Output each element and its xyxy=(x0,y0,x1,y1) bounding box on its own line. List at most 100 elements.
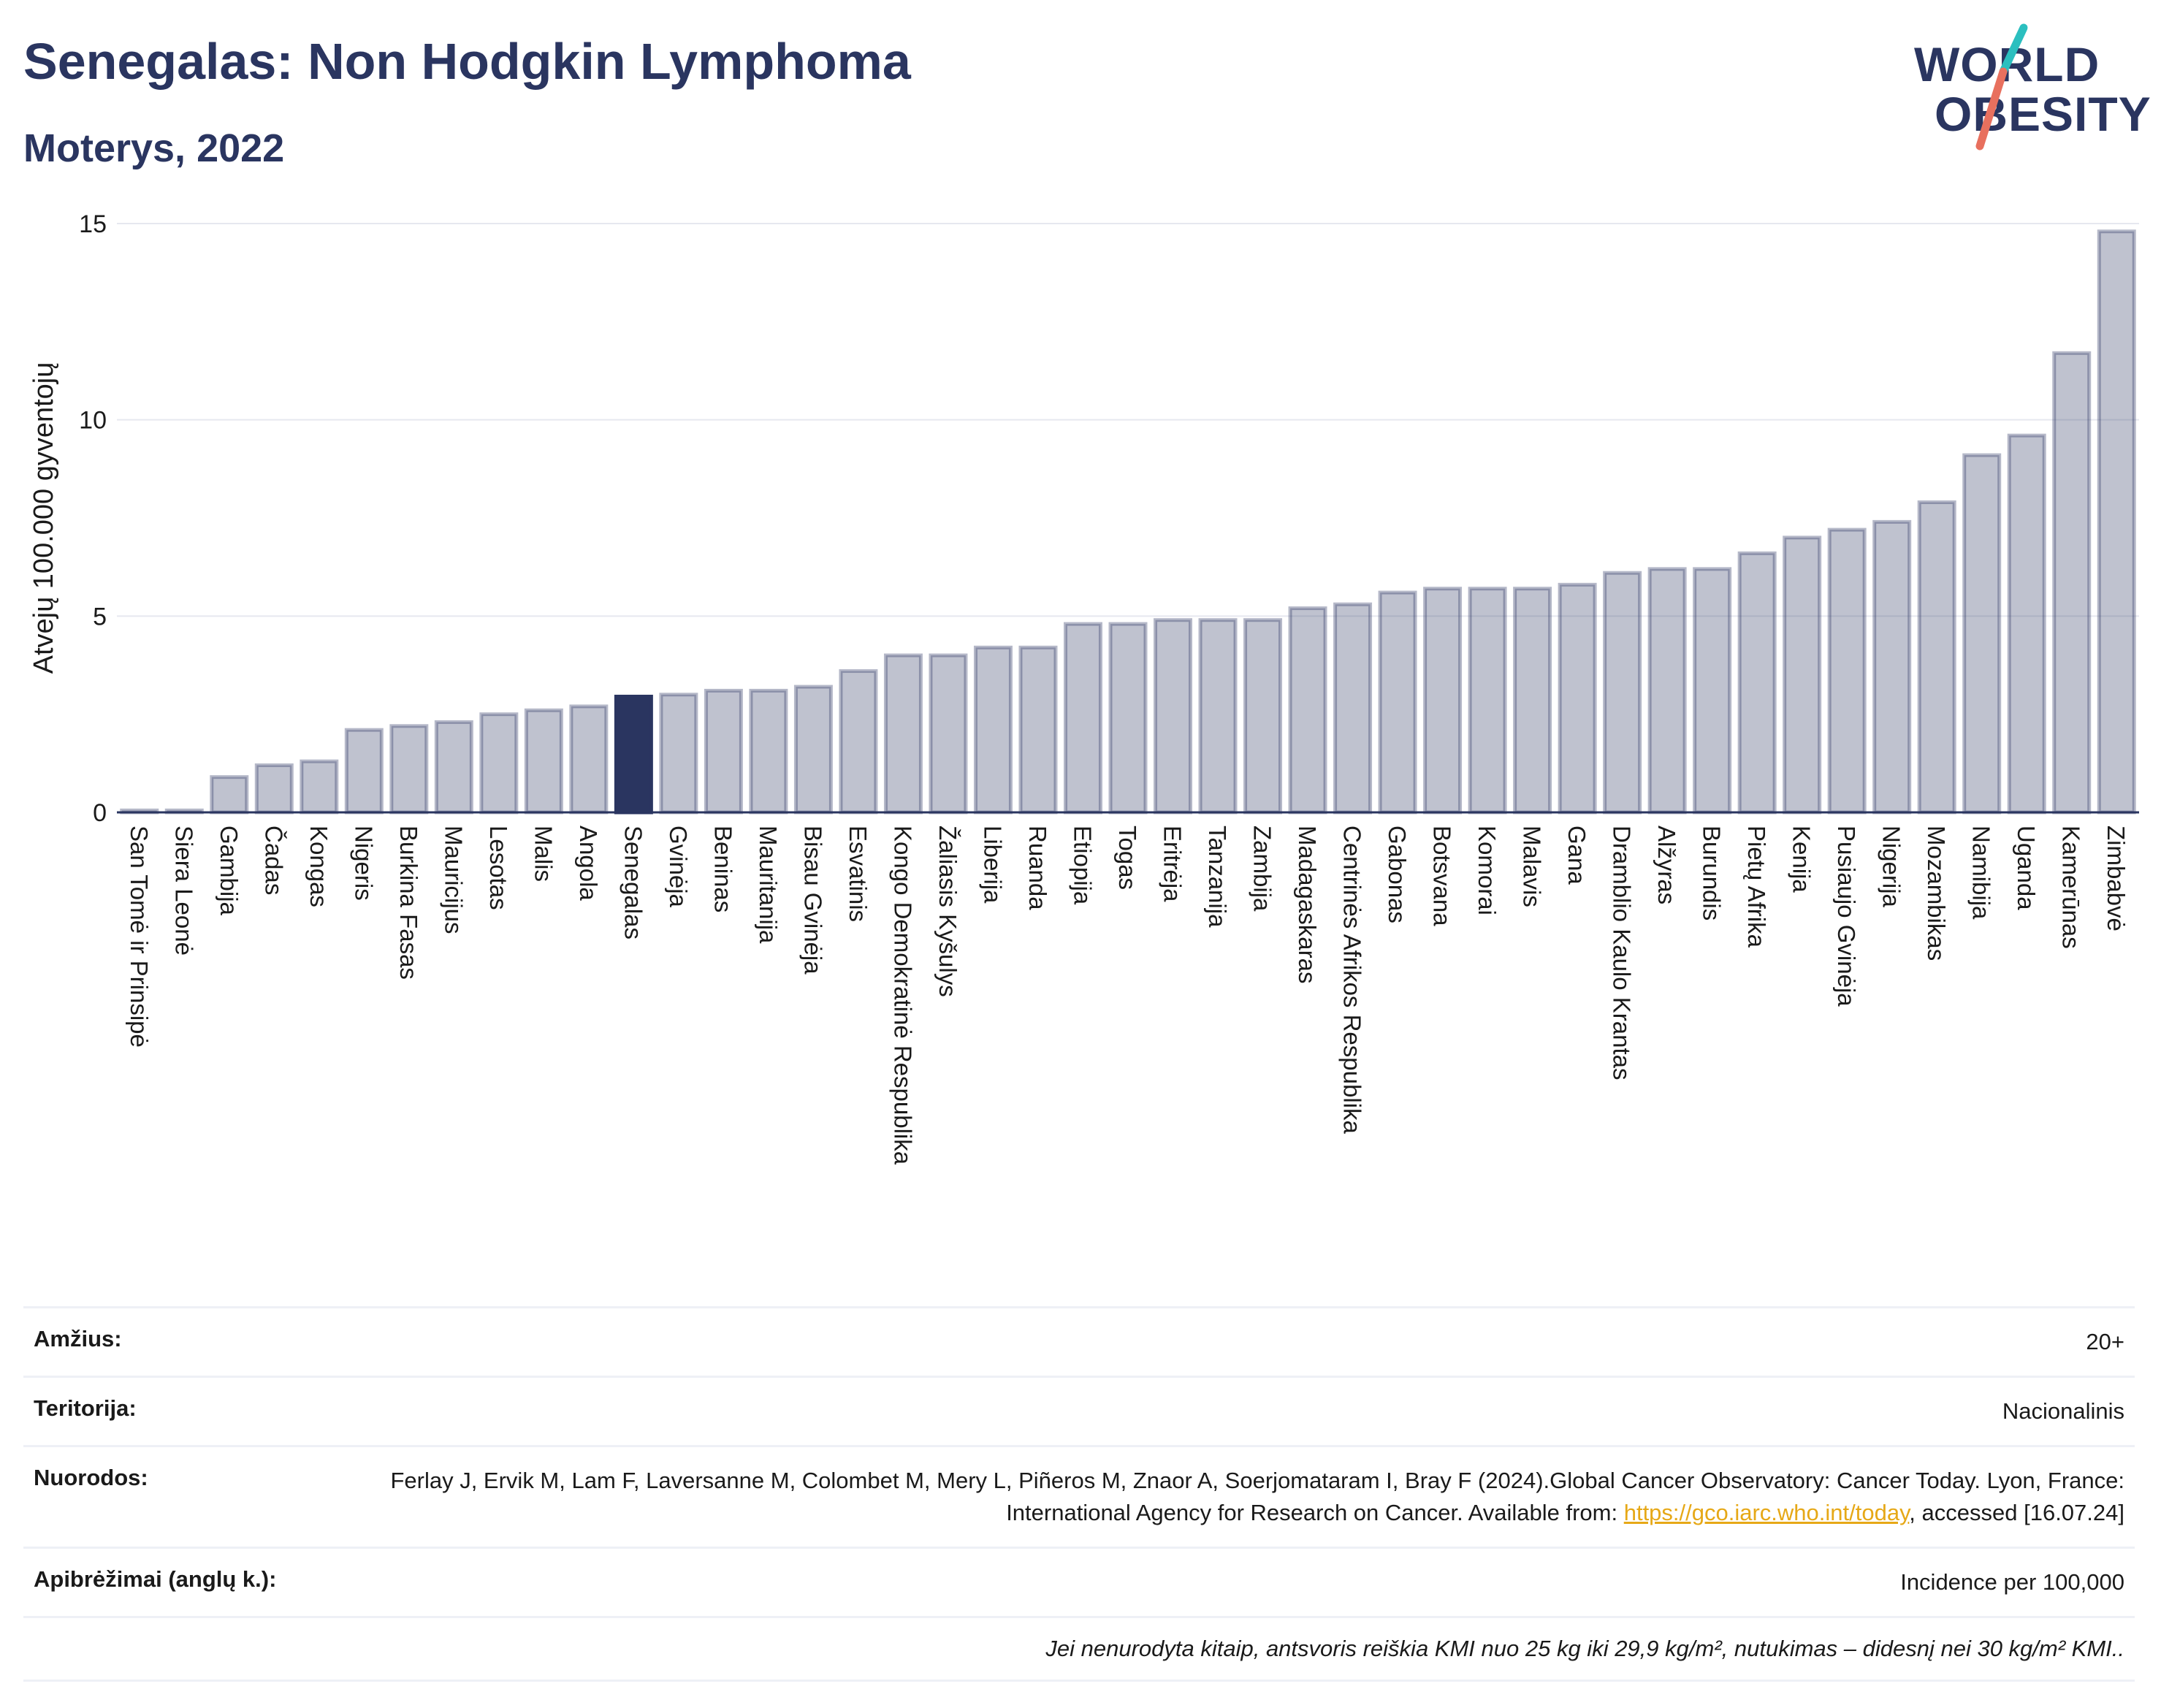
bar-26 xyxy=(1288,606,1327,815)
bar-19 xyxy=(973,645,1013,815)
x-tick-label-21: Etiopija xyxy=(1069,826,1096,905)
x-tick-label-30: Komorai xyxy=(1474,826,1501,915)
x-tick-label-9: Malis xyxy=(530,826,557,882)
x-tick-label-34: Alžyras xyxy=(1653,826,1680,904)
x-tick-label-14: Mauritanija xyxy=(755,826,782,944)
world-obesity-logo: WORLD OBESITY xyxy=(1899,22,2151,153)
page-title: Senegalas: Non Hodgkin Lymphoma xyxy=(23,33,911,90)
logo-word-obesity: OBESITY xyxy=(1935,87,2152,141)
bar-9 xyxy=(524,708,563,815)
bar-37 xyxy=(1783,535,1822,815)
bar-22 xyxy=(1108,622,1148,815)
x-tick-label-35: Burundis xyxy=(1699,826,1726,920)
metadata-table: Amžius: 20+ Teritorija: Nacionalinis Nuo… xyxy=(23,1306,2135,1682)
x-tick-label-11: Senegalas xyxy=(620,826,647,939)
bar-27 xyxy=(1333,602,1373,815)
x-tick-label-40: Mozambikas xyxy=(1923,826,1950,961)
bar-29 xyxy=(1423,587,1463,815)
x-tick-label-10: Angola xyxy=(575,826,602,901)
bar-21 xyxy=(1063,622,1102,815)
definitions-value: Incidence per 100,000 xyxy=(1900,1569,2124,1595)
x-tick-label-29: Botsvana xyxy=(1429,826,1456,926)
x-tick-label-12: Gvinėja xyxy=(665,826,692,908)
x-tick-label-41: Namibija xyxy=(1968,826,1995,920)
logo-slash-icon xyxy=(1975,23,2028,150)
bar-32 xyxy=(1558,582,1597,815)
x-tick-label-36: Pietų Afrika xyxy=(1743,826,1770,948)
x-tick-label-8: Lesotas xyxy=(485,826,512,910)
references-link[interactable]: https://gco.iarc.who.int/today xyxy=(1623,1500,1910,1526)
x-tick-label-18: Žaliasis Kyšulys xyxy=(934,826,961,997)
x-tick-label-0: San Tomė ir Prinsipė xyxy=(126,826,153,1048)
territory-label: Teritorija: xyxy=(34,1395,137,1422)
age-label: Amžius: xyxy=(34,1326,122,1351)
references-text: Ferlay J, Ervik M, Lam F, Laversanne M, … xyxy=(390,1468,2124,1526)
bar-40 xyxy=(1917,500,1956,815)
bar-8 xyxy=(479,712,519,815)
bar-35 xyxy=(1693,567,1732,815)
definitions-label: Apibrėžimai (anglų k.): xyxy=(34,1566,277,1593)
x-tick-label-25: Zambija xyxy=(1249,826,1276,912)
references-accessed: , accessed [16.07.24] xyxy=(1909,1500,2124,1526)
bar-42 xyxy=(2007,433,2046,815)
bar-17 xyxy=(883,653,923,815)
x-tick-label-31: Malavis xyxy=(1519,826,1546,907)
x-tick-label-15: Bisau Gvinėja xyxy=(799,826,826,975)
bar-24 xyxy=(1198,618,1238,815)
x-tick-label-17: Kongo Demokratinė Respublika xyxy=(889,826,916,1165)
bar-4 xyxy=(300,759,339,815)
bar-3 xyxy=(254,763,294,815)
bar-6 xyxy=(389,724,429,815)
bar-14 xyxy=(749,688,788,815)
references-label: Nuorodos: xyxy=(34,1465,148,1491)
y-tick-label-5: 5 xyxy=(93,603,107,630)
x-tick-label-19: Liberija xyxy=(979,826,1006,904)
x-tick-label-27: Centrinės Afrikos Respublika xyxy=(1339,826,1366,1135)
x-tick-label-38: Pusiaujo Gvinėja xyxy=(1833,826,1860,1007)
meta-row-territory: Teritorija: Nacionalinis xyxy=(23,1376,2135,1445)
bar-2 xyxy=(210,775,249,815)
x-tick-label-2: Gambija xyxy=(216,826,243,916)
bar-43 xyxy=(2052,351,2092,815)
x-tick-label-13: Beninas xyxy=(709,826,736,912)
x-tick-label-43: Kamerūnas xyxy=(2058,826,2085,949)
bar-20 xyxy=(1018,645,1058,815)
page-subtitle: Moterys, 2022 xyxy=(23,126,285,170)
bar-15 xyxy=(793,685,833,815)
x-tick-label-33: Dramblio Kaulo Krantas xyxy=(1609,826,1636,1080)
footnote: Jei nenurodyta kitaip, antsvoris reiškia… xyxy=(1045,1636,2124,1662)
x-tick-label-26: Madagaskaras xyxy=(1294,826,1321,983)
bar-12 xyxy=(659,693,698,815)
bar-7 xyxy=(434,720,473,815)
x-tick-label-44: Zimbabvė xyxy=(2103,826,2130,931)
x-tick-label-22: Togas xyxy=(1114,826,1141,890)
x-tick-label-20: Ruanda xyxy=(1024,826,1051,910)
bar-34 xyxy=(1647,567,1687,815)
bar-25 xyxy=(1243,618,1283,815)
bar-11 xyxy=(614,694,653,815)
bar-44 xyxy=(2097,229,2136,815)
references-value: Ferlay J, Ervik M, Lam F, Laversanne M, … xyxy=(342,1465,2124,1529)
meta-row-references: Nuorodos: Ferlay J, Ervik M, Lam F, Lave… xyxy=(23,1445,2135,1547)
x-tick-label-5: Nigeris xyxy=(350,826,377,901)
x-tick-label-24: Tanzanija xyxy=(1204,826,1231,928)
bar-18 xyxy=(929,653,968,815)
bar-13 xyxy=(704,688,743,815)
y-axis-title: Atvejų 100.000 gyventojų xyxy=(28,362,59,674)
bar-16 xyxy=(839,669,878,815)
territory-value: Nacionalinis xyxy=(2002,1398,2124,1425)
x-tick-label-37: Kenija xyxy=(1788,826,1815,893)
x-tick-label-28: Gabonas xyxy=(1384,826,1411,923)
bar-23 xyxy=(1154,618,1193,815)
bar-38 xyxy=(1827,527,1867,815)
x-tick-label-1: Siera Leonė xyxy=(170,826,197,956)
meta-row-age: Amžius: 20+ xyxy=(23,1306,2135,1376)
x-tick-label-3: Čadas xyxy=(260,826,287,895)
y-tick-label-0: 0 xyxy=(93,799,107,827)
y-tick-label-10: 10 xyxy=(79,407,107,435)
x-tick-label-4: Kongas xyxy=(305,826,332,907)
bar-41 xyxy=(1962,453,2002,815)
x-tick-label-23: Eritrėja xyxy=(1159,826,1186,902)
x-tick-label-32: Gana xyxy=(1563,826,1590,885)
bar-39 xyxy=(1872,519,1912,815)
